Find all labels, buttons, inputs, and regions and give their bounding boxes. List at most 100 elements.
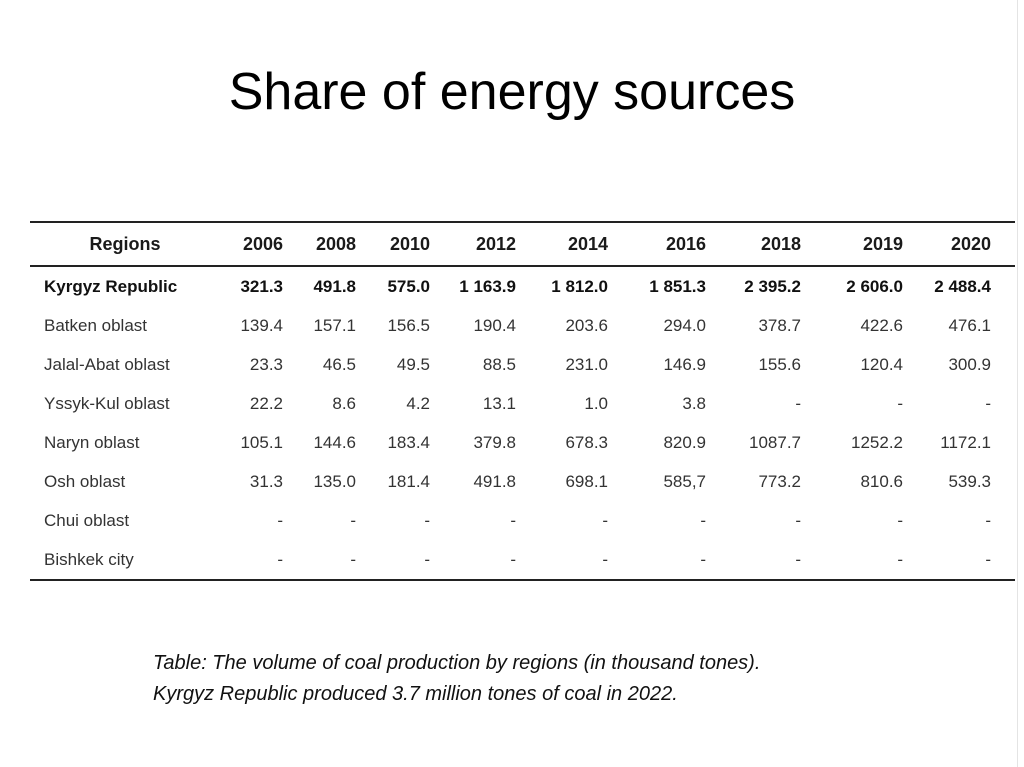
value-cell: 156.5 [387, 315, 430, 335]
header-year: 2010 [389, 233, 430, 254]
header-year: 2016 [665, 233, 706, 254]
value-cell: 379.8 [473, 432, 516, 452]
value-cell: 678.3 [565, 432, 608, 452]
table-header-row: Regions 2006 2008 2010 2012 2014 2016 2018 2019 2… [30, 222, 1015, 266]
region-name: Jalal-Abat oblast [44, 354, 170, 374]
value-cell: 46.5 [322, 354, 356, 374]
value-cell: 157.1 [313, 315, 356, 335]
value-cell: 820.9 [663, 432, 706, 452]
value-cell: - [897, 510, 903, 530]
value-cell: 203.6 [565, 315, 608, 335]
value-cell: 1 812.0 [551, 276, 608, 296]
value-cell: 181.4 [387, 471, 430, 491]
header-year: 2020 [950, 233, 991, 254]
header-regions: Regions [89, 233, 161, 254]
value-cell: 88.5 [482, 354, 516, 374]
value-cell: 321.3 [240, 276, 283, 296]
header-year: 2012 [475, 233, 516, 254]
coal-production-table: Regions 2006 2008 2010 2012 2014 2016 2018 2019 2… [30, 221, 1015, 581]
value-cell: 773.2 [758, 471, 801, 491]
value-cell: - [985, 393, 991, 413]
value-cell: 810.6 [860, 471, 903, 491]
table-caption: Table: The volume of coal production by … [153, 648, 760, 710]
header-year: 2019 [862, 233, 903, 254]
value-cell: 1252.2 [851, 432, 903, 452]
value-cell: 22.2 [249, 393, 283, 413]
table-row: Yssyk-Kul oblast 22.2 8.6 4.2 13.1 1.0 3.8 - - - [30, 384, 1015, 423]
table-row: Chui oblast - - - - - - - - - [30, 501, 1015, 540]
value-cell: - [424, 549, 430, 569]
value-cell: 1 851.3 [649, 276, 706, 296]
value-cell: 23.3 [249, 354, 283, 374]
value-cell: 378.7 [758, 315, 801, 335]
value-cell: 539.3 [948, 471, 991, 491]
header-year: 2014 [567, 233, 608, 254]
value-cell: - [795, 510, 801, 530]
value-cell: 31.3 [249, 471, 283, 491]
value-cell: - [277, 510, 283, 530]
value-cell: - [700, 549, 706, 569]
header-year: 2008 [315, 233, 356, 254]
value-cell: 422.6 [860, 315, 903, 335]
header-year: 2018 [760, 233, 801, 254]
value-cell: 698.1 [565, 471, 608, 491]
value-cell: - [985, 549, 991, 569]
value-cell: - [700, 510, 706, 530]
value-cell: 13.1 [482, 393, 516, 413]
region-name: Kyrgyz Republic [44, 276, 178, 296]
value-cell: 120.4 [860, 354, 903, 374]
value-cell: 476.1 [948, 315, 991, 335]
value-cell: - [350, 510, 356, 530]
value-cell: - [795, 549, 801, 569]
value-cell: 135.0 [313, 471, 356, 491]
value-cell: 4.2 [406, 393, 430, 413]
value-cell: - [602, 510, 608, 530]
value-cell: 139.4 [240, 315, 283, 335]
value-cell: 1172.1 [940, 432, 991, 452]
region-name: Yssyk-Kul oblast [44, 393, 170, 413]
value-cell: 2 395.2 [744, 276, 801, 296]
value-cell: - [424, 510, 430, 530]
table-row: Batken oblast 139.4 157.1 156.5 190.4 203.6 29… [30, 306, 1015, 345]
caption-line-1: Table: The volume of coal production by … [153, 652, 761, 674]
value-cell: - [985, 510, 991, 530]
region-name: Bishkek city [44, 549, 134, 569]
region-name: Chui oblast [44, 510, 130, 530]
slide-title: Share of energy sources [228, 63, 796, 121]
value-cell: - [795, 393, 801, 413]
table-row: Osh oblast 31.3 135.0 181.4 491.8 698.1 585,7 7… [30, 462, 1015, 501]
value-cell: 1 163.9 [459, 276, 516, 296]
value-cell: 2 606.0 [846, 276, 903, 296]
value-cell: 231.0 [565, 354, 608, 374]
value-cell: 144.6 [313, 432, 356, 452]
value-cell: 8.6 [332, 393, 356, 413]
value-cell: 575.0 [387, 276, 430, 296]
caption-line-2: Kyrgyz Republic produced 3.7 million ton… [153, 683, 678, 705]
table-row: Jalal-Abat oblast 23.3 46.5 49.5 88.5 231.0 14… [30, 345, 1015, 384]
table-row: Bishkek city - - - - - - - - - [30, 540, 1015, 580]
value-cell: 2 488.4 [934, 276, 991, 296]
value-cell: 491.8 [473, 471, 516, 491]
value-cell: - [897, 393, 903, 413]
value-cell: 1.0 [584, 393, 608, 413]
value-cell: 585,7 [663, 471, 706, 491]
value-cell: - [602, 549, 608, 569]
header-year: 2006 [242, 233, 283, 254]
value-cell: 1087.7 [749, 432, 801, 452]
value-cell: 190.4 [473, 315, 516, 335]
value-cell: - [510, 549, 516, 569]
region-name: Osh oblast [44, 471, 126, 491]
value-cell: 183.4 [387, 432, 430, 452]
value-cell: 491.8 [313, 276, 356, 296]
value-cell: 146.9 [663, 354, 706, 374]
value-cell: 294.0 [663, 315, 706, 335]
value-cell: - [277, 549, 283, 569]
value-cell: 105.1 [240, 432, 283, 452]
table-row: Kyrgyz Republic 321.3 491.8 575.0 1 163.9 1 8… [30, 266, 1015, 306]
value-cell: 49.5 [396, 354, 430, 374]
value-cell: 300.9 [948, 354, 991, 374]
slide-edge [1017, 0, 1018, 767]
value-cell: 155.6 [758, 354, 801, 374]
value-cell: 3.8 [682, 393, 706, 413]
value-cell: - [350, 549, 356, 569]
